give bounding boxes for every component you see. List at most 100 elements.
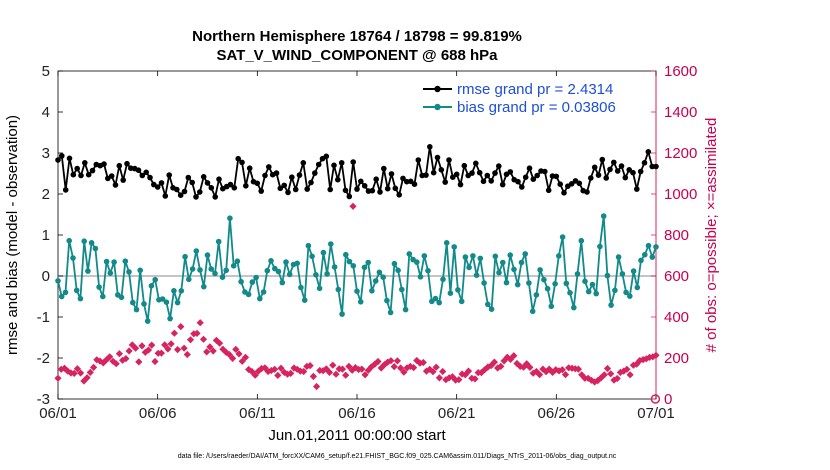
bias-series-point	[298, 284, 304, 291]
obs-count-point	[306, 362, 314, 370]
obs-count-point	[629, 361, 637, 369]
obs-count-point	[241, 353, 250, 361]
obs-count-point	[426, 365, 434, 373]
obs-count-point	[313, 382, 321, 391]
bias-series-point	[402, 306, 409, 313]
obs-count-point	[209, 347, 217, 355]
obs-count-point	[90, 363, 98, 371]
rmse-series-point	[342, 187, 349, 194]
bias-series-point	[544, 285, 551, 292]
obs-count-point	[419, 358, 427, 367]
rmse-series-point	[335, 176, 341, 183]
rmse-series-point	[407, 178, 414, 185]
bias-series-point	[66, 237, 72, 244]
bias-series-point	[118, 294, 125, 301]
obs-count-point	[506, 355, 515, 363]
obs-count-point	[203, 348, 211, 356]
rmse-series-point	[641, 160, 648, 166]
bias-series-point	[585, 288, 592, 295]
rmse-series-point	[101, 161, 107, 167]
bias-series-point	[73, 287, 80, 294]
bias-series-point	[81, 238, 87, 244]
bias-series-point	[500, 259, 506, 266]
bias-series-point	[174, 299, 181, 306]
bias-series-point	[305, 242, 312, 249]
bias-series-point	[488, 306, 495, 313]
rmse-series-point	[189, 179, 195, 186]
bias-series-point	[466, 264, 472, 271]
rmse-series-point	[599, 156, 606, 163]
obs-count-point	[125, 347, 133, 355]
rmse-series-point	[162, 193, 169, 199]
rmse-series-point	[204, 180, 211, 186]
bias-series-point	[55, 278, 61, 284]
bias-series-point	[324, 271, 330, 277]
bias-series-point	[608, 302, 614, 308]
obs-count-point	[167, 340, 175, 348]
rmse-series-point	[473, 160, 479, 167]
obs-count-point	[148, 341, 156, 349]
bias-series-point	[178, 288, 185, 294]
rmse-series-point	[561, 190, 567, 196]
bias-series-point	[286, 271, 293, 278]
bias-series-point	[496, 269, 502, 276]
obs-count-point	[529, 369, 537, 377]
bias-series-point	[335, 286, 342, 293]
rmse-series-point	[354, 186, 360, 192]
bias-series-point	[357, 299, 364, 305]
rmse-series-point	[519, 184, 525, 190]
obs-count-point	[54, 374, 62, 382]
obs-count-point	[128, 341, 136, 349]
rmse-series-point	[346, 193, 353, 200]
rmse-series-point	[492, 170, 498, 176]
rmse-series-point	[507, 169, 514, 175]
obs-count-point	[183, 350, 191, 359]
bias-series-point	[189, 266, 196, 272]
obs-count-point	[164, 345, 172, 353]
rmse-series-point	[200, 174, 207, 180]
bias-series-point	[111, 259, 117, 265]
bias-series-point	[144, 318, 151, 324]
bias-series-point	[234, 258, 241, 265]
bias-series-point	[436, 299, 443, 306]
rmse-series-point	[78, 172, 84, 179]
obs-count-point	[552, 366, 560, 374]
legend-label-bias: bias grand pr = 0.03806	[457, 99, 616, 116]
bias-series-point	[571, 304, 577, 311]
x-tick-label: 06/01	[39, 405, 77, 422]
obs-count-point	[616, 368, 624, 376]
rmse-series-point	[480, 178, 487, 185]
bias-series-point	[328, 241, 334, 247]
bias-series-point	[503, 279, 510, 286]
y-tick-label-right: 1600	[664, 63, 697, 80]
rmse-series-point	[545, 187, 552, 194]
rmse-series-point	[296, 172, 303, 178]
rmse-series-point	[166, 172, 172, 178]
obs-count-point	[77, 369, 85, 377]
obs-count-point	[212, 336, 220, 344]
rmse-series-point	[400, 175, 406, 182]
rmse-series-point	[304, 186, 311, 192]
obs-count-point	[96, 357, 104, 365]
rmse-series-point	[197, 189, 203, 195]
bias-series-point	[485, 301, 491, 308]
bias-series-point	[245, 291, 252, 298]
x-tick-label: 06/26	[538, 405, 576, 422]
bias-series-point	[130, 299, 136, 306]
obs-count-point	[510, 352, 518, 360]
bias-series-point	[163, 299, 170, 306]
y-tick-label-left: 0	[42, 268, 50, 285]
bias-series-point	[148, 283, 155, 289]
rmse-series-point	[323, 153, 330, 160]
obs-count-point	[487, 362, 495, 370]
chart-title-line-2: SAT_V_WIND_COMPONENT @ 688 hPa	[216, 47, 498, 64]
rmse-series-point	[216, 176, 222, 182]
rmse-series-point	[542, 168, 548, 175]
rmse-series-point	[411, 181, 418, 187]
bias-series-point	[387, 309, 394, 316]
obs-count-point	[387, 357, 395, 365]
obs-count-point	[574, 365, 582, 373]
rmse-series-point	[315, 161, 322, 168]
bias-series-point	[376, 269, 383, 276]
